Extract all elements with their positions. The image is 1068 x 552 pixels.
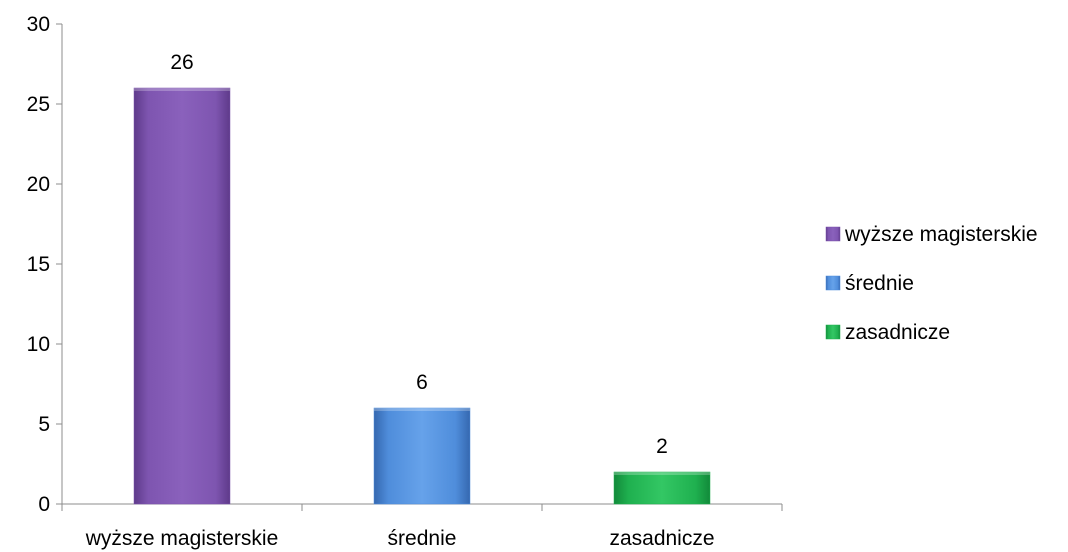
legend-item: zasadnicze — [825, 321, 950, 344]
labels: 26 wyższe magisterskie 6 średnie 2 zasadnicze — [85, 51, 715, 550]
bar-highlight — [614, 472, 710, 475]
data-label: 2 — [656, 435, 668, 458]
bar-highlight — [374, 408, 470, 411]
y-tick-label: 15 — [27, 253, 50, 276]
x-category-label: zasadnicze — [609, 527, 714, 550]
y-tick-label: 30 — [27, 13, 50, 36]
bar-rect — [133, 87, 231, 505]
legend-swatch — [825, 324, 841, 340]
x-category-label: wyższe magisterskie — [85, 527, 279, 550]
legend-swatch — [825, 275, 841, 291]
bar-0 — [133, 87, 231, 505]
data-label: 26 — [170, 51, 193, 74]
bars — [133, 87, 711, 505]
legend-item: średnie — [825, 272, 914, 295]
y-tick-label: 0 — [38, 493, 50, 516]
legend: wyższe magisterskie średnie zasadnicze — [825, 223, 1038, 344]
legend-label: średnie — [845, 272, 914, 295]
y-tick-label: 25 — [27, 93, 50, 116]
bar-rect — [373, 407, 471, 505]
x-category-label: średnie — [388, 527, 457, 550]
bar-highlight — [134, 88, 230, 91]
y-tick-label: 10 — [27, 333, 50, 356]
y-tick-label: 20 — [27, 173, 50, 196]
legend-swatch — [825, 226, 841, 242]
bar-2 — [613, 471, 711, 505]
legend-item: wyższe magisterskie — [825, 223, 1038, 246]
legend-label: zasadnicze — [845, 321, 950, 344]
y-tick-label: 5 — [38, 413, 50, 436]
bar-1 — [373, 407, 471, 505]
bar-rect — [613, 471, 711, 505]
legend-label: wyższe magisterskie — [844, 223, 1038, 246]
data-label: 6 — [416, 371, 428, 394]
